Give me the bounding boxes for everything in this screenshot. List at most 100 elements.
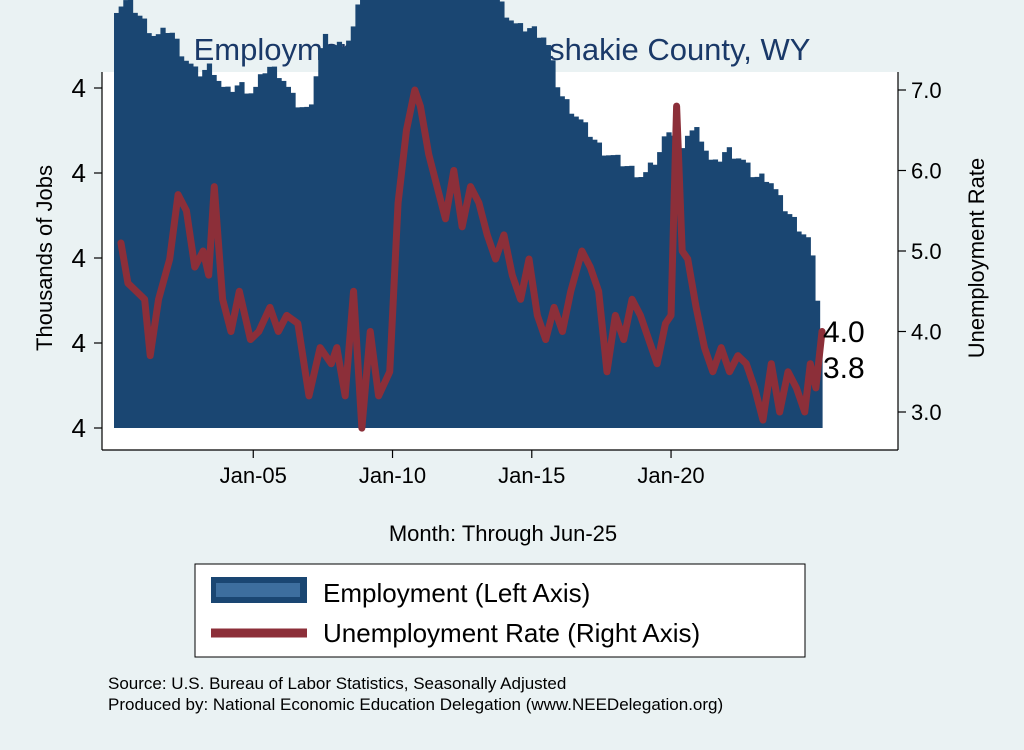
employment-bar bbox=[290, 92, 296, 428]
employment-bar bbox=[281, 80, 287, 429]
employment-bar bbox=[253, 86, 259, 428]
employment-bar bbox=[541, 37, 547, 429]
employment-bar bbox=[587, 136, 593, 428]
employment-bar bbox=[601, 155, 607, 428]
end-label-employment: 3.8 bbox=[823, 352, 865, 385]
employment-bar bbox=[355, 4, 361, 428]
employment-bar bbox=[155, 34, 162, 429]
employment-bar bbox=[554, 87, 561, 428]
employment-bar bbox=[192, 66, 199, 428]
employment-bar bbox=[490, 0, 496, 428]
employment-bar bbox=[712, 159, 719, 429]
employment-bar bbox=[373, 0, 380, 429]
employment-bar bbox=[211, 74, 217, 428]
right-tick-label: 6.0 bbox=[911, 159, 942, 184]
employment-bar bbox=[805, 237, 811, 428]
left-tick-label: 4 bbox=[72, 413, 86, 443]
employment-bar bbox=[517, 23, 524, 429]
employment-bar bbox=[661, 136, 667, 428]
employment-bar bbox=[522, 31, 528, 428]
employment-bar bbox=[698, 141, 705, 428]
employment-bar bbox=[160, 27, 166, 428]
employment-bar bbox=[220, 86, 227, 428]
employment-bar bbox=[568, 113, 575, 428]
employment-bar bbox=[513, 23, 519, 429]
employment-bar bbox=[768, 183, 774, 428]
employment-bar bbox=[383, 0, 389, 428]
employment-bar bbox=[137, 15, 143, 428]
employment-bar bbox=[559, 96, 565, 429]
employment-bar bbox=[819, 334, 823, 428]
employment-bar bbox=[624, 166, 630, 429]
employment-bar bbox=[434, 0, 440, 429]
employment-bar bbox=[114, 12, 120, 428]
employment-bar bbox=[675, 158, 681, 428]
unemployment-line bbox=[117, 86, 826, 432]
employment-bar bbox=[787, 214, 793, 428]
employment-bar bbox=[550, 60, 556, 428]
unemployment-series bbox=[117, 86, 826, 432]
employment-bar bbox=[123, 0, 129, 429]
employment-bar bbox=[796, 231, 802, 428]
legend-label-employment: Employment (Left Axis) bbox=[323, 578, 590, 608]
employment-bar bbox=[420, 0, 426, 428]
employment-bar bbox=[499, 1, 505, 428]
employment-bar bbox=[745, 162, 751, 428]
employment-bar bbox=[619, 166, 626, 429]
left-tick-label: 4 bbox=[72, 73, 86, 103]
employment-bar bbox=[647, 162, 654, 428]
employment-bar bbox=[360, 0, 366, 428]
employment-bar bbox=[248, 93, 254, 428]
employment-bar bbox=[494, 0, 500, 429]
employment-bar bbox=[615, 154, 621, 428]
legend-swatch-employment-inner bbox=[216, 583, 300, 597]
employment-bar bbox=[308, 104, 315, 429]
employment-bar bbox=[777, 195, 784, 428]
employment-bar bbox=[731, 158, 737, 429]
employment-bar bbox=[401, 0, 408, 429]
left-tick-label: 4 bbox=[72, 158, 86, 188]
employment-bar bbox=[503, 17, 510, 429]
employment-bar bbox=[452, 0, 459, 428]
employment-bar bbox=[332, 45, 338, 429]
employment-bar bbox=[183, 60, 189, 429]
employment-bar bbox=[545, 45, 551, 428]
end-label-unemployment: 4.0 bbox=[823, 316, 865, 349]
employment-bar bbox=[415, 0, 421, 428]
employment-bar bbox=[564, 99, 570, 429]
employment-bar bbox=[239, 82, 245, 428]
employment-bar bbox=[726, 147, 732, 428]
right-tick-label: 5.0 bbox=[911, 239, 942, 264]
right-tick-label: 3.0 bbox=[911, 400, 942, 425]
employment-bar bbox=[782, 211, 788, 428]
produced-by-line: Produced by: National Economic Education… bbox=[108, 695, 723, 714]
employment-bar bbox=[178, 56, 185, 429]
employment-bar bbox=[411, 0, 417, 428]
employment-bar bbox=[643, 172, 649, 428]
employment-bar bbox=[346, 40, 352, 429]
employment-bar bbox=[271, 66, 278, 428]
employment-bar bbox=[610, 155, 616, 428]
employment-bar bbox=[684, 135, 691, 428]
employment-bar bbox=[304, 106, 310, 429]
employment-bar bbox=[313, 76, 319, 429]
left-tick-label: 4 bbox=[72, 243, 86, 273]
employment-bar bbox=[230, 91, 236, 429]
employment-bar bbox=[717, 161, 723, 428]
x-axis-title: Month: Through Jun-25 bbox=[389, 521, 617, 546]
employment-bar bbox=[652, 164, 658, 428]
employment-bar bbox=[740, 159, 746, 429]
employment-bar bbox=[801, 234, 807, 428]
right-tick-label: 4.0 bbox=[911, 320, 942, 345]
employment-bar bbox=[174, 38, 180, 428]
employment-bar bbox=[151, 35, 157, 428]
employment-bar bbox=[471, 0, 477, 429]
legend-label-unemployment: Unemployment Rate (Right Axis) bbox=[323, 618, 700, 648]
employment-bar bbox=[341, 47, 347, 428]
employment-bar bbox=[350, 26, 356, 429]
employment-bar bbox=[118, 6, 124, 429]
employment-bar bbox=[773, 189, 779, 428]
employment-bar bbox=[127, 0, 134, 429]
